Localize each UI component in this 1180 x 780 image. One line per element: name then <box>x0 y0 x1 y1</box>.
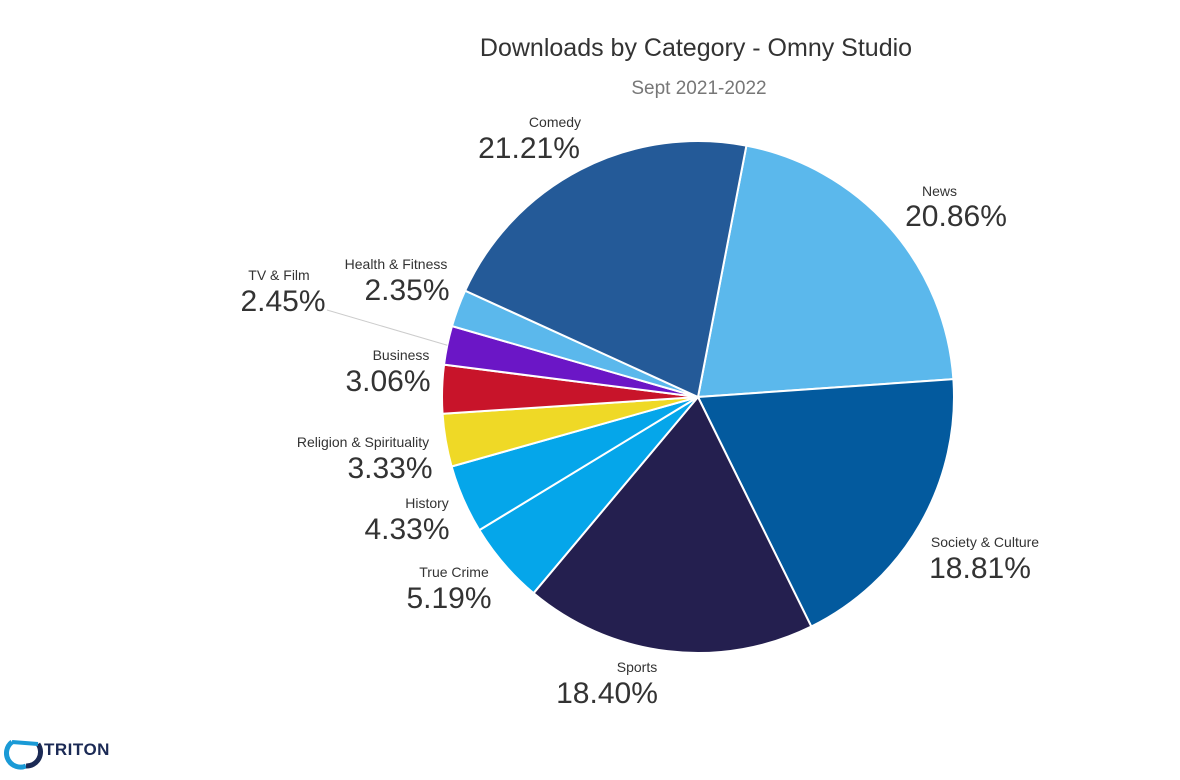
brand-logo-text: TRITON <box>44 740 110 759</box>
slice-label-comedy: Comedy <box>529 114 581 130</box>
slice-label-religion-spirituality: Religion & Spirituality <box>297 434 429 450</box>
slice-label-society-culture: Society & Culture <box>931 534 1039 550</box>
slice-value-society-culture: 18.81% <box>929 552 1031 585</box>
slice-value-comedy: 21.21% <box>478 132 580 165</box>
slice-value-health-fitness: 2.35% <box>364 274 449 307</box>
pie-slice-sports <box>532 395 813 654</box>
slice-label-tv-film: TV & Film <box>248 267 309 283</box>
chart-title: Downloads by Category - Omny Studio <box>479 34 913 62</box>
slice-value-business: 3.06% <box>345 365 430 398</box>
slice-value-sports: 18.40% <box>556 677 658 710</box>
pie-slice-news <box>696 144 955 399</box>
pie-slice-society-culture <box>696 378 955 628</box>
pie-slice-comedy <box>463 140 748 399</box>
slice-label-business: Business <box>373 347 430 363</box>
slice-value-history: 4.33% <box>364 513 449 546</box>
leader-line <box>326 309 448 346</box>
slice-value-news: 20.86% <box>905 200 1007 233</box>
slice-label-news: News <box>922 183 957 199</box>
slice-value-religion-spirituality: 3.33% <box>347 452 432 485</box>
slice-value-true-crime: 5.19% <box>406 582 491 615</box>
chart-subtitle: Sept 2021-2022 <box>631 78 767 99</box>
triton-logo-icon <box>4 740 43 770</box>
slice-value-tv-film: 2.45% <box>240 285 325 318</box>
slice-label-true-crime: True Crime <box>419 564 489 580</box>
slice-label-history: History <box>405 495 449 511</box>
slice-label-health-fitness: Health & Fitness <box>345 256 448 272</box>
slice-label-sports: Sports <box>617 659 657 675</box>
